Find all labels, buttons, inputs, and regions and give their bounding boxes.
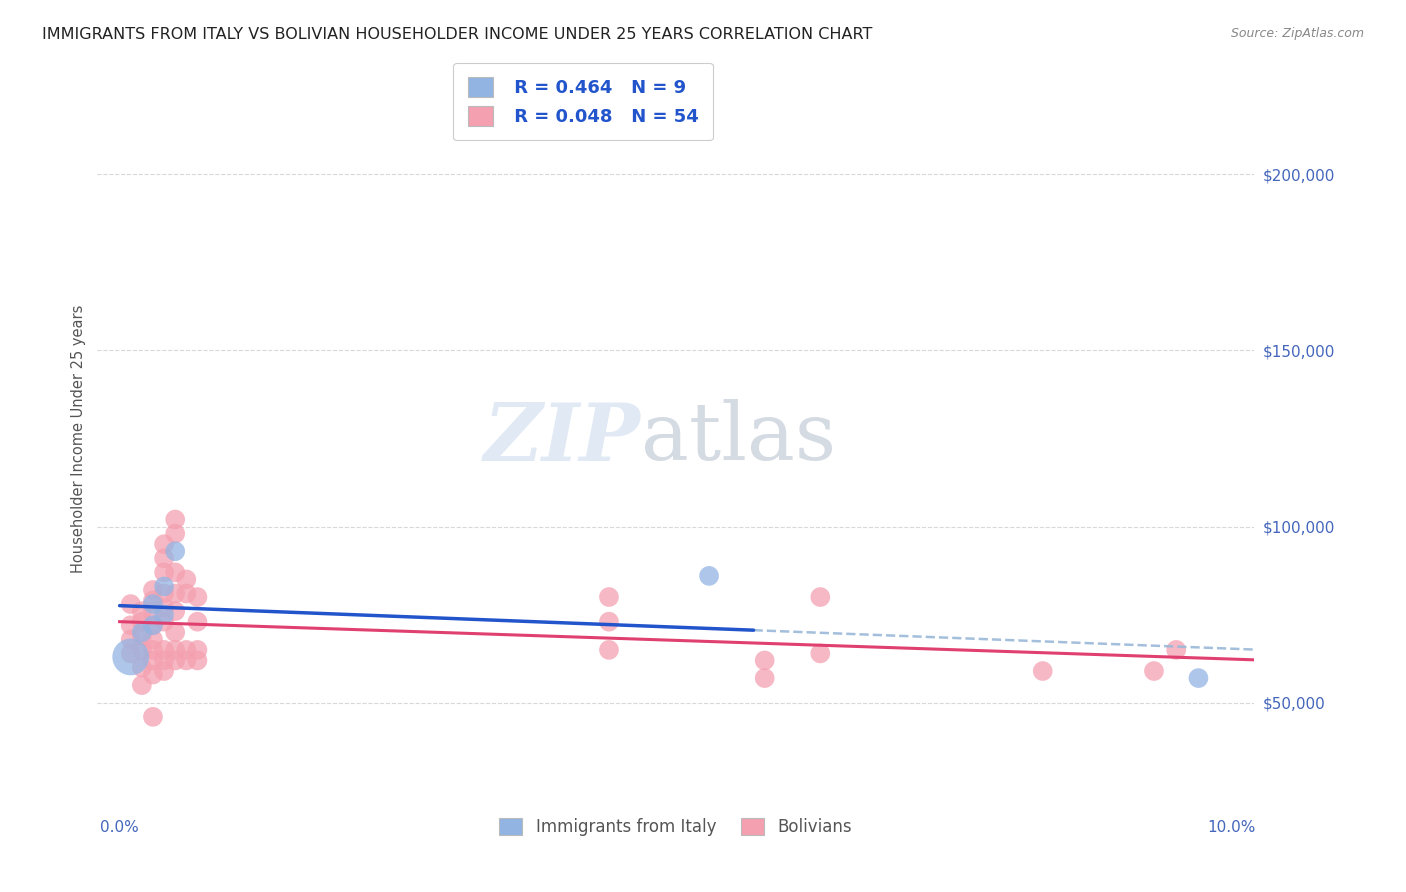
Point — [142, 593, 165, 607]
Text: Source: ZipAtlas.com: Source: ZipAtlas.com — [1230, 27, 1364, 40]
Text: IMMIGRANTS FROM ITALY VS BOLIVIAN HOUSEHOLDER INCOME UNDER 25 YEARS CORRELATION : IMMIGRANTS FROM ITALY VS BOLIVIAN HOUSEH… — [42, 27, 873, 42]
Point — [153, 586, 176, 600]
Point — [131, 660, 153, 674]
Point — [120, 649, 142, 664]
Point — [176, 573, 198, 587]
Text: atlas: atlas — [641, 400, 837, 477]
Point — [142, 618, 165, 632]
Point — [754, 671, 776, 685]
Point — [808, 647, 831, 661]
Point — [1166, 643, 1188, 657]
Point — [598, 615, 620, 629]
Text: ZIP: ZIP — [484, 400, 641, 477]
Point — [153, 607, 176, 622]
Point — [142, 618, 165, 632]
Point — [131, 629, 153, 643]
Point — [120, 632, 142, 647]
Point — [120, 647, 142, 661]
Point — [186, 643, 208, 657]
Point — [165, 526, 187, 541]
Point — [120, 597, 142, 611]
Point — [176, 653, 198, 667]
Point — [186, 615, 208, 629]
Point — [165, 586, 187, 600]
Point — [131, 678, 153, 692]
Point — [165, 653, 187, 667]
Point — [1143, 664, 1166, 678]
Point — [153, 579, 176, 593]
Point — [1032, 664, 1054, 678]
Point — [142, 710, 165, 724]
Point — [165, 625, 187, 640]
Point — [153, 600, 176, 615]
Point — [165, 566, 187, 580]
Point — [153, 664, 176, 678]
Point — [142, 604, 165, 618]
Point — [176, 643, 198, 657]
Point — [142, 667, 165, 681]
Point — [598, 590, 620, 604]
Point — [142, 597, 165, 611]
Y-axis label: Householder Income Under 25 years: Householder Income Under 25 years — [72, 304, 86, 573]
Point — [120, 618, 142, 632]
Point — [165, 604, 187, 618]
Point — [165, 512, 187, 526]
Legend: Immigrants from Italy, Bolivians: Immigrants from Italy, Bolivians — [491, 810, 860, 845]
Point — [153, 537, 176, 551]
Point — [1187, 671, 1209, 685]
Point — [153, 566, 176, 580]
Point — [142, 582, 165, 597]
Point — [153, 643, 176, 657]
Point — [808, 590, 831, 604]
Point — [153, 615, 176, 629]
Point — [165, 544, 187, 558]
Point — [131, 615, 153, 629]
Point — [176, 586, 198, 600]
Point — [697, 569, 720, 583]
Point — [165, 643, 187, 657]
Point — [153, 653, 176, 667]
Point — [186, 590, 208, 604]
Point — [142, 643, 165, 657]
Point — [598, 643, 620, 657]
Point — [186, 653, 208, 667]
Point — [131, 643, 153, 657]
Point — [131, 604, 153, 618]
Point — [153, 551, 176, 566]
Point — [131, 625, 153, 640]
Point — [754, 653, 776, 667]
Point — [142, 653, 165, 667]
Point — [142, 632, 165, 647]
